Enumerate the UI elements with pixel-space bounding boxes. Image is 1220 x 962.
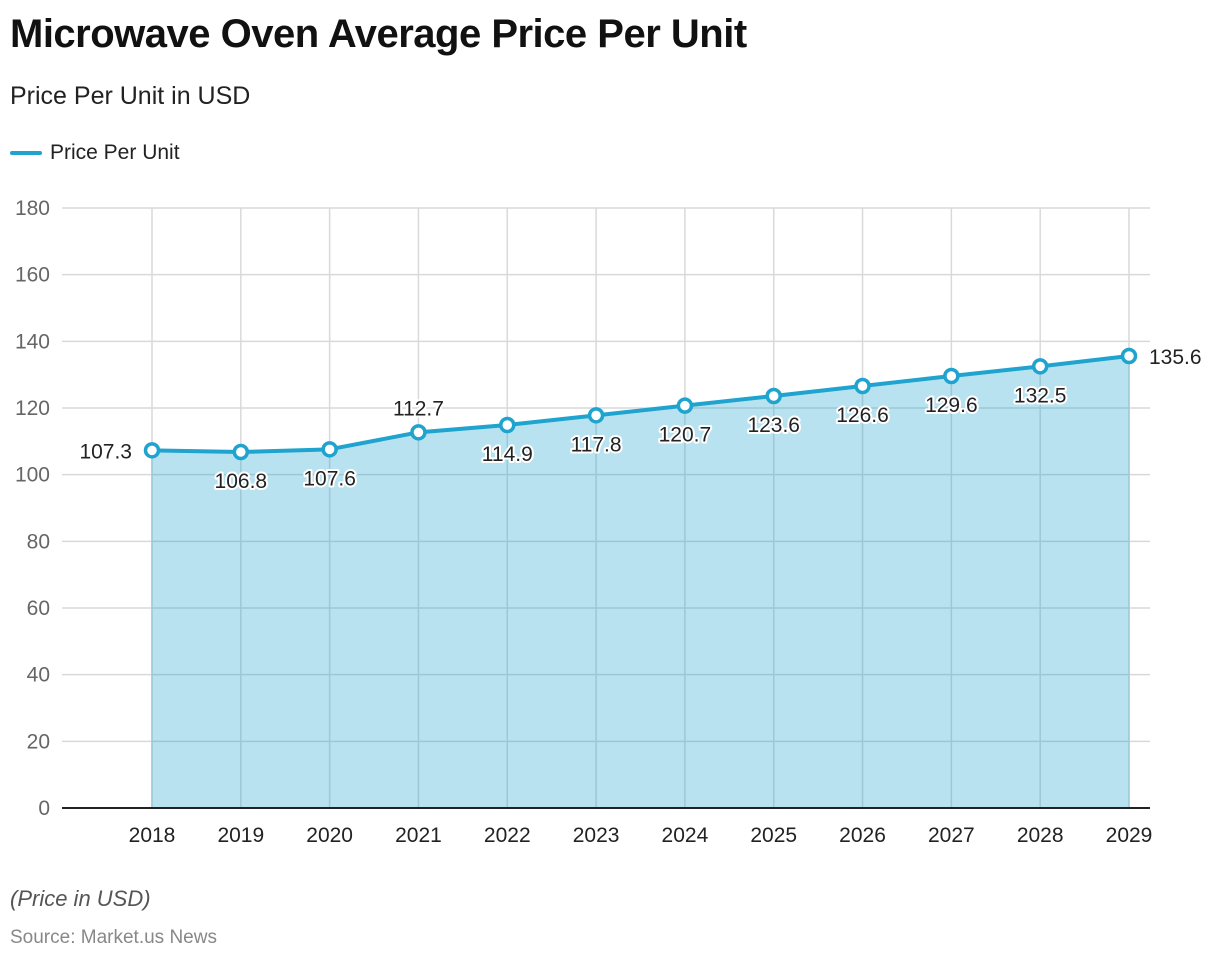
y-tick-label: 60 [27,597,50,620]
area-fill [151,356,1130,808]
data-point [587,407,605,424]
data-label: 126.6 [836,404,889,427]
data-point [232,443,250,461]
x-tick-label: 2026 [839,824,886,847]
y-tick-label: 0 [38,797,50,820]
data-label: 123.6 [747,414,800,437]
data-point [943,367,960,385]
x-tick-label: 2027 [928,824,975,847]
y-tick-label: 140 [15,330,50,353]
y-tick-label: 160 [15,264,50,287]
data-label: 117.8 [571,433,622,456]
data-point [1120,347,1138,365]
legend-swatch [10,151,42,155]
source-credit: Source: Market.us News [10,927,217,948]
data-point [1031,358,1049,375]
x-tick-label: 2025 [750,824,797,847]
chart-subtitle: Price Per Unit in USD [10,82,251,110]
data-point [410,424,427,441]
y-tick-label: 180 [15,197,50,220]
data-point [854,377,871,395]
data-label: 112.7 [393,397,444,420]
data-label: 120.7 [659,424,712,447]
data-point [499,416,516,434]
area-fill-shape [152,356,1129,808]
x-tick-label: 2028 [1017,824,1064,847]
data-labels: 107.3 106.8 107.6 112.7 114.9 117.8 120.7 123.6… [77,344,1203,495]
y-tick-label: 40 [27,664,50,687]
x-tick-label: 2020 [306,824,353,847]
series-line-path [151,354,1130,454]
y-tick-label: 80 [27,530,50,553]
y-tick-label: 120 [15,397,50,420]
data-label: 132.5 [1014,384,1067,407]
x-tick-label: 2022 [484,824,531,847]
data-points [143,347,1138,461]
x-tick-label: 2018 [129,824,176,847]
data-label: 129.6 [925,394,978,417]
data-point [676,397,694,414]
chart-title: Microwave Oven Average Price Per Unit [10,12,747,56]
y-tick-label: 20 [27,730,50,753]
data-point [321,441,338,458]
data-point [143,442,161,459]
data-label: 107.6 [303,467,356,490]
footnote: (Price in USD) [10,886,151,911]
x-tick-label: 2019 [217,824,264,847]
legend-label: Price Per Unit [50,141,180,164]
x-tick-label: 2024 [662,824,709,847]
data-label: 135.6 [1149,346,1202,369]
y-tick-label: 100 [15,464,50,487]
x-tick-label: 2029 [1106,824,1153,847]
data-label: 106.8 [215,470,268,493]
x-tick-label: 2021 [395,824,442,847]
data-label: 114.9 [482,443,533,466]
axes: 2018 2019 2020 2021 2022 2023 2024 2025 2026 2027… [62,807,1153,847]
data-point [765,387,782,405]
legend: Price Per Unit [10,141,180,165]
data-label: 107.3 [79,440,132,463]
x-tick-label: 2023 [573,824,620,847]
series-line [151,354,1130,454]
